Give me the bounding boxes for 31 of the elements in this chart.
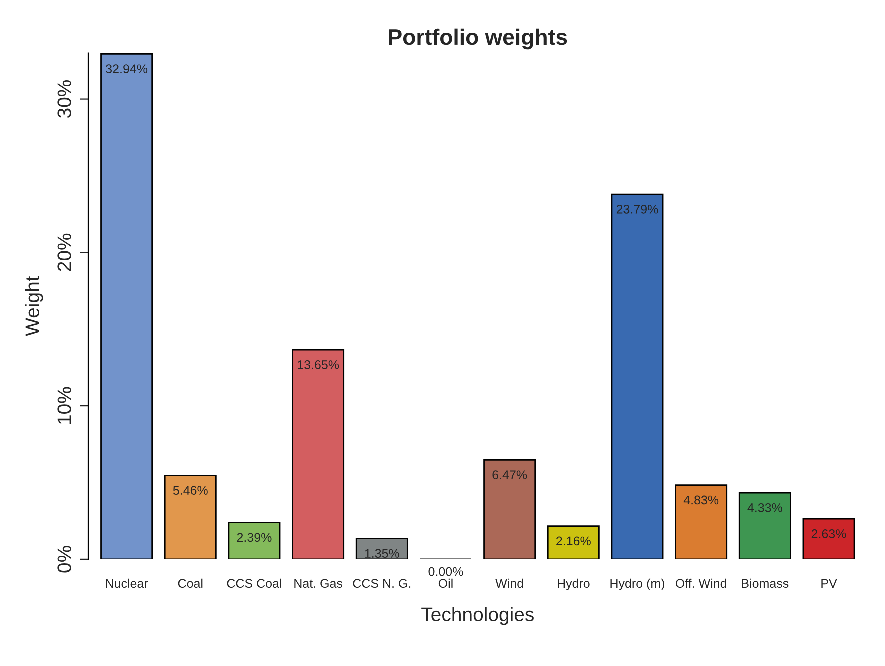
x-tick-label: Nat. Gas	[294, 579, 343, 588]
data-label: 23.79%	[616, 205, 658, 214]
data-label: 4.83%	[684, 496, 719, 505]
x-tick-label: Biomass	[742, 578, 789, 588]
y-tick-label: 10%	[58, 387, 72, 424]
x-tick-label: Hydro	[558, 578, 590, 591]
chart-title: Portfolio weights	[389, 28, 568, 50]
data-label: 6.47%	[492, 470, 528, 480]
data-label: 4.33%	[748, 503, 782, 512]
x-axis-title: Technologies	[422, 607, 534, 626]
x-tick-label: Wind	[496, 578, 524, 588]
x-tick-label: Hydro (m)	[610, 578, 664, 591]
x-tick-label: PV	[822, 579, 838, 588]
data-label: 13.65%	[298, 360, 340, 370]
y-tick-label: 30%	[58, 80, 72, 118]
data-label: 5.46%	[173, 486, 208, 495]
data-label: 2.39%	[237, 533, 272, 542]
x-tick-label: Off. Wind	[676, 578, 726, 588]
x-tick-label: CCS Coal	[227, 578, 282, 588]
x-tick-label: Coal	[178, 578, 203, 588]
y-tick-label: 20%	[58, 234, 72, 272]
data-label: 0.00%	[428, 567, 464, 576]
y-tick-label: 0%	[58, 546, 72, 573]
data-label: 32.94%	[106, 64, 148, 74]
y-axis-title: Weight	[25, 276, 44, 336]
data-label: 2.16%	[556, 536, 591, 546]
x-tick-label: CCS N. G.	[353, 579, 411, 588]
x-tick-label: Nuclear	[106, 578, 148, 588]
x-tick-label: Oil	[438, 578, 453, 588]
data-label: 2.63%	[812, 530, 846, 538]
data-label: 1.35%	[365, 549, 400, 558]
